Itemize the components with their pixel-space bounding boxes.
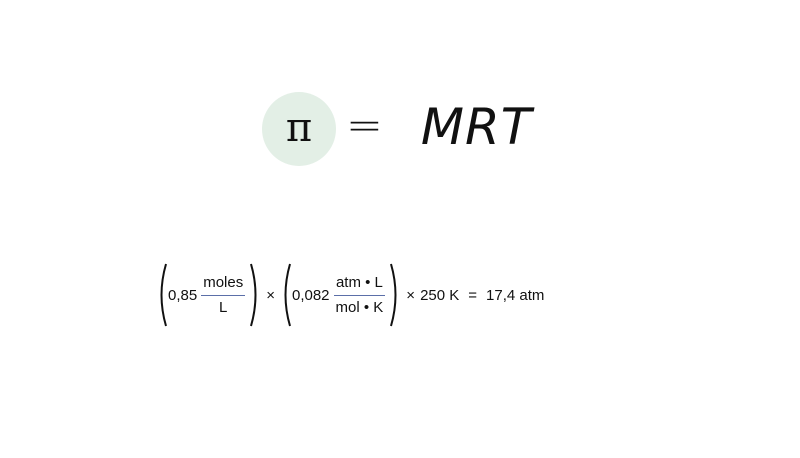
fraction-bar bbox=[333, 294, 386, 296]
molarity-value: 0,85 bbox=[168, 286, 198, 304]
left-parenthesis-1 bbox=[160, 263, 167, 327]
pi-highlight-circle: π bbox=[262, 92, 336, 166]
gas-constant-unit-fraction: atm • L mol • K bbox=[333, 273, 386, 317]
gas-constant-unit-numerator: atm • L bbox=[335, 273, 383, 291]
gas-constant-unit-denominator: mol • K bbox=[335, 298, 384, 316]
calculation-equals-sign: = bbox=[468, 286, 478, 304]
multiply-sign-1: × bbox=[266, 286, 275, 304]
fraction-bar bbox=[201, 294, 246, 296]
formula-equals-sign: = bbox=[346, 100, 383, 151]
osmotic-pressure-formula: π = MRT bbox=[262, 92, 532, 166]
right-parenthesis-1 bbox=[250, 263, 257, 327]
gas-constant-value: 0,082 bbox=[291, 286, 330, 304]
molarity-unit-numerator: moles bbox=[203, 273, 244, 291]
osmotic-pressure-calculation: 0,85 moles L × 0,082 atm • L mol • K × 2… bbox=[156, 262, 544, 328]
pi-symbol: π bbox=[285, 105, 313, 151]
temperature-value: 250 K bbox=[420, 286, 460, 304]
molarity-unit-fraction: moles L bbox=[201, 273, 246, 317]
left-parenthesis-2 bbox=[284, 263, 291, 327]
multiply-sign-2: × bbox=[406, 286, 416, 304]
calculation-result: 17,4 atm bbox=[486, 286, 545, 304]
right-parenthesis-2 bbox=[390, 263, 397, 327]
formula-rhs-mrt: MRT bbox=[420, 98, 533, 156]
molarity-unit-denominator: L bbox=[219, 298, 228, 316]
